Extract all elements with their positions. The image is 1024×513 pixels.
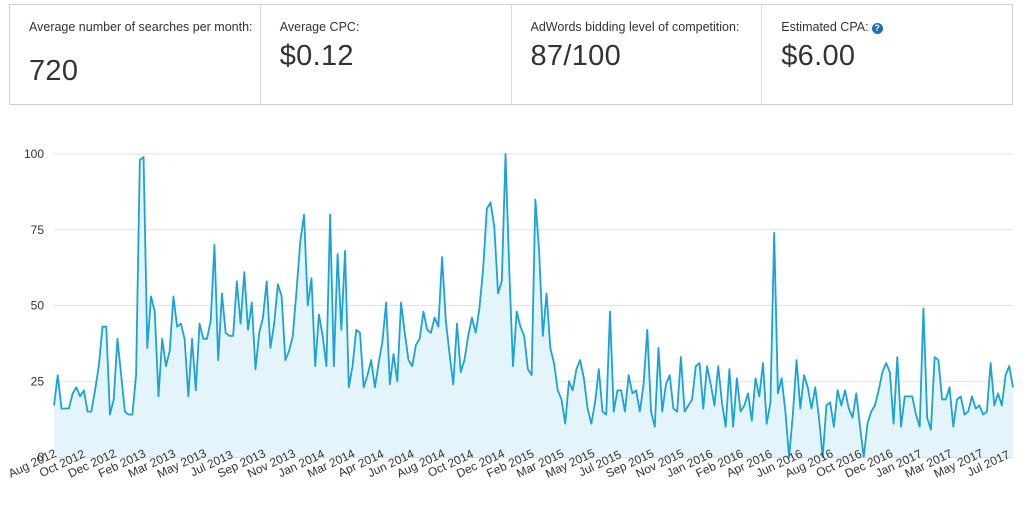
stat-avg-searches-value: 720: [29, 55, 79, 87]
stat-avg-cpc-value: $0.12: [279, 40, 354, 72]
series-line: [53, 153, 1014, 458]
stat-competition-label: AdWords bidding level of competition:: [530, 20, 740, 34]
stat-avg-cpc-label: Average CPC:: [279, 20, 360, 34]
chart-y-axis: 0 25 50 75 100: [24, 147, 44, 464]
stat-estimated-cpa-label: Estimated CPA:: [781, 20, 869, 34]
y-tick-label: 100: [24, 147, 44, 161]
stat-estimated-cpa-label-row: Estimated CPA:?: [781, 19, 1012, 36]
stat-estimated-cpa-value: $6.00: [781, 40, 856, 72]
y-tick-label: 0: [37, 450, 44, 464]
stat-avg-searches: Average number of searches per month: 72…: [10, 5, 261, 104]
stat-avg-cpc: Average CPC: $0.12: [261, 5, 512, 104]
stat-avg-searches-label: Average number of searches per month:: [29, 20, 253, 34]
y-tick-label: 25: [31, 374, 45, 388]
stat-competition: AdWords bidding level of competition: 87…: [512, 5, 763, 104]
question-circle-icon[interactable]: ?: [871, 23, 883, 34]
stat-competition-value: 87/100: [530, 40, 621, 72]
y-tick-label: 75: [31, 223, 45, 237]
stat-estimated-cpa: Estimated CPA:? $6.00: [762, 5, 1012, 104]
y-tick-label: 50: [31, 299, 45, 313]
metrics-summary-panel: Average number of searches per month: 72…: [9, 4, 1013, 105]
